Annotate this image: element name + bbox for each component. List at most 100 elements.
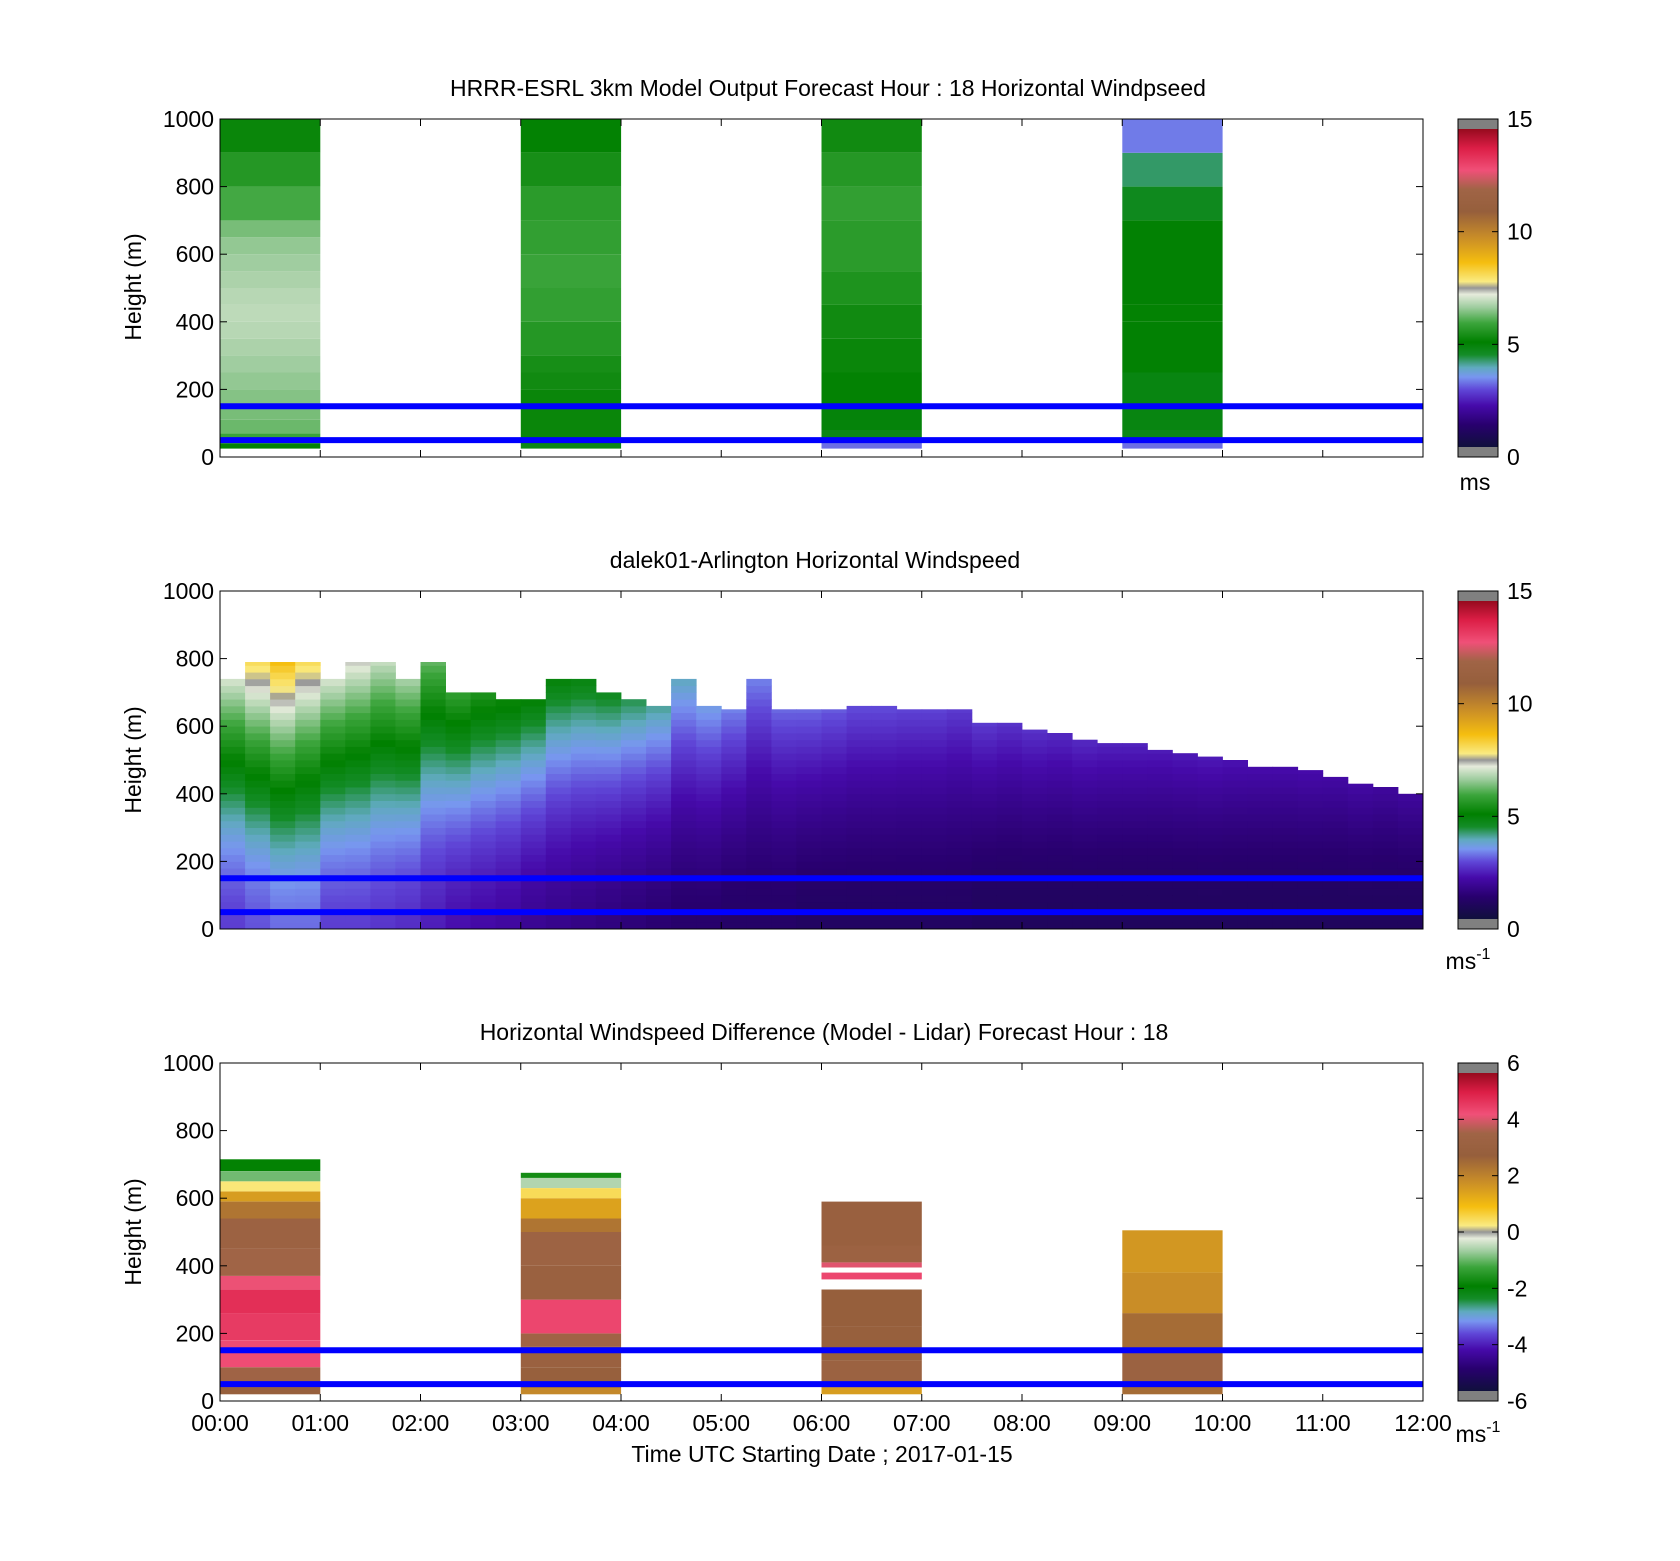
heatmap-cell <box>1072 766 1098 774</box>
y-tick-label: 400 <box>176 1253 214 1279</box>
heatmap-cell <box>1272 787 1299 795</box>
heatmap-cell <box>570 827 597 835</box>
heatmap-cell <box>545 807 572 815</box>
heatmap-cell <box>370 760 396 768</box>
heatmap-cell <box>1272 793 1299 801</box>
heatmap-cell <box>1197 780 1223 788</box>
heatmap-cell <box>270 814 296 822</box>
heatmap-cell <box>520 699 547 707</box>
heatmap-cell <box>545 766 572 774</box>
heatmap-cell <box>696 760 722 768</box>
heatmap-cell <box>1197 756 1223 761</box>
heatmap-cell <box>846 760 873 768</box>
heatmap-cell <box>370 726 396 734</box>
heatmap-cell <box>545 733 572 741</box>
heatmap-cell <box>1147 841 1173 849</box>
heatmap-cell <box>270 868 296 876</box>
heatmap-cell <box>871 793 898 801</box>
heatmap-cell <box>646 868 672 876</box>
heatmap-cell <box>821 1201 922 1246</box>
heatmap-cell <box>1172 793 1198 801</box>
heatmap-cell <box>370 739 396 747</box>
heatmap-cell <box>220 321 321 339</box>
heatmap-cell <box>295 787 321 795</box>
heatmap-cell <box>896 773 923 781</box>
heatmap-cell <box>921 787 948 795</box>
heatmap-cell <box>1172 827 1198 835</box>
heatmap-cell <box>520 793 547 801</box>
heatmap-cell <box>495 699 522 707</box>
heatmap-cell <box>671 780 697 788</box>
heatmap-cell <box>1097 902 1123 910</box>
heatmap-cell <box>495 800 522 808</box>
heatmap-cell <box>1397 881 1424 889</box>
heatmap-cell <box>896 922 923 930</box>
heatmap-cell <box>896 719 923 727</box>
heatmap-cell <box>1022 827 1048 835</box>
heatmap-cell <box>270 861 296 869</box>
heatmap-cell <box>1022 820 1048 828</box>
heatmap-cell <box>621 780 647 788</box>
heatmap-cell <box>320 820 346 828</box>
heatmap-cell <box>971 726 998 734</box>
heatmap-cell <box>345 746 371 754</box>
heatmap-cell <box>1297 841 1324 849</box>
heatmap-cell <box>846 827 873 835</box>
heatmap-cell <box>445 827 472 835</box>
heatmap-cell <box>320 902 346 910</box>
heatmap-cell <box>1047 895 1073 903</box>
heatmap-cell <box>595 915 622 923</box>
heatmap-cell <box>1122 807 1148 815</box>
heatmap-cell <box>1372 902 1399 910</box>
heatmap-cell <box>821 1387 922 1395</box>
heatmap-cell <box>1297 922 1324 930</box>
heatmap-cells <box>220 662 1424 930</box>
heatmap-cell <box>570 868 597 876</box>
heatmap-cell <box>721 712 747 720</box>
heatmap-cell <box>996 868 1023 876</box>
heatmap-cell <box>1272 766 1299 774</box>
heatmap-cell <box>1322 807 1349 815</box>
heatmap-cell <box>220 389 321 407</box>
heatmap-cell <box>1072 800 1098 808</box>
heatmap-cell <box>1097 773 1123 781</box>
heatmap-cell <box>971 902 998 910</box>
heatmap-cell <box>345 861 371 869</box>
heatmap-cell <box>1347 841 1374 849</box>
heatmap-cell <box>846 712 873 720</box>
heatmap-cell <box>896 902 923 910</box>
heatmap-cell <box>896 733 923 741</box>
heatmap-cell <box>470 854 497 862</box>
heatmap-cell <box>796 766 822 774</box>
heatmap-cell <box>570 915 597 923</box>
heatmap-cell <box>721 746 747 754</box>
heatmap-cell <box>495 854 522 862</box>
heatmap-cell <box>595 780 622 788</box>
heatmap-cell <box>270 881 296 889</box>
heatmap-cell <box>1197 861 1223 869</box>
heatmap-cell <box>821 915 847 923</box>
heatmap-cell <box>320 868 346 876</box>
heatmap-cell <box>495 766 522 774</box>
heatmap-cell <box>570 678 597 687</box>
heatmap-cell <box>921 766 948 774</box>
heatmap-cell <box>696 780 722 788</box>
heatmap-cell <box>771 760 797 768</box>
heatmap-cell <box>1122 119 1223 153</box>
heatmap-cell <box>821 1245 922 1263</box>
heatmap-cell <box>846 861 873 869</box>
heatmap-cell <box>696 746 722 754</box>
heatmap-cell <box>1197 814 1223 822</box>
heatmap-cell <box>570 739 597 747</box>
heatmap-cell <box>846 807 873 815</box>
colorbar-tick-label: -6 <box>1507 1388 1527 1414</box>
heatmap-cell <box>470 881 497 889</box>
heatmap-cell <box>470 719 497 727</box>
heatmap-cell <box>896 793 923 801</box>
heatmap-cell <box>520 705 547 714</box>
heatmap-cell <box>1297 888 1324 896</box>
heatmap-cell <box>871 915 898 923</box>
heatmap-cell <box>545 712 572 720</box>
heatmap-cell <box>1172 800 1198 808</box>
